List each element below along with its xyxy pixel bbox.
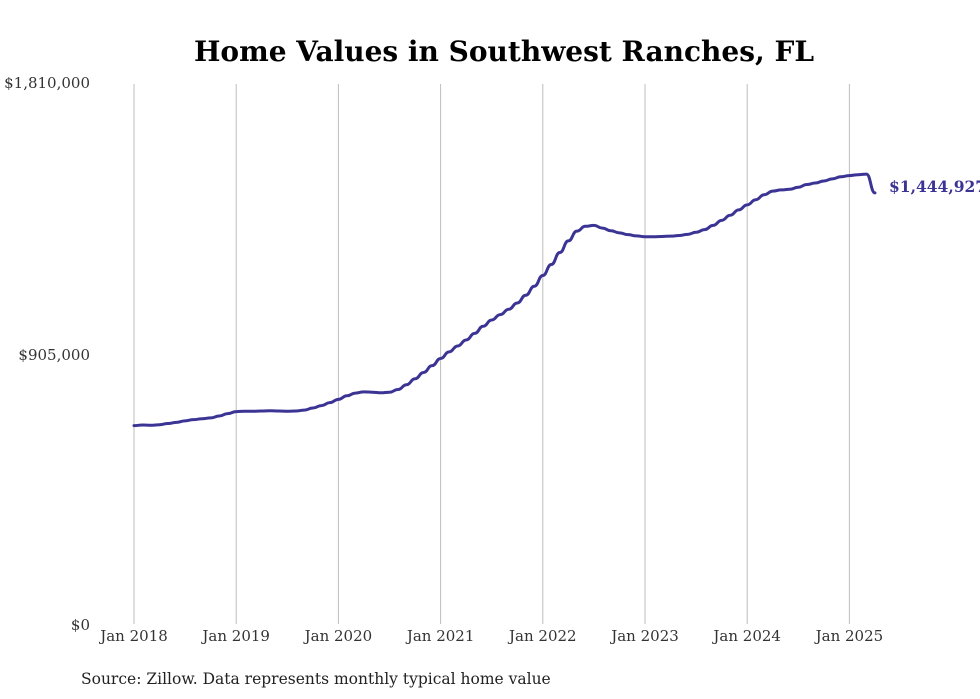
y-tick-label: $0 — [71, 616, 90, 634]
grid-lines — [133, 84, 850, 624]
chart-title: Home Values in Southwest Ranches, FL — [194, 35, 814, 68]
home-value-line — [132, 172, 877, 428]
y-tick-label: $905,000 — [18, 346, 90, 364]
x-axis-ticks: Jan 2018 Jan 2019 Jan 2020 Jan 2021 Jan 2022… — [98, 627, 883, 645]
source-note: Source: Zillow. Data represents monthly … — [81, 670, 551, 688]
end-value-label: $1,444,927 — [889, 177, 980, 196]
x-tick-label: Jan 2023 — [609, 627, 679, 645]
x-tick-label: Jan 2020 — [303, 627, 373, 645]
y-tick-label: $1,810,000 — [4, 74, 90, 92]
x-tick-label: Jan 2024 — [711, 627, 781, 645]
x-tick-label: Jan 2022 — [507, 627, 577, 645]
x-tick-label: Jan 2019 — [200, 627, 270, 645]
series-layer — [132, 172, 877, 428]
x-tick-label: Jan 2025 — [814, 627, 884, 645]
x-tick-label: Jan 2018 — [98, 627, 168, 645]
y-axis-ticks: $1,810,000 $905,000 $0 — [4, 74, 90, 634]
x-tick-label: Jan 2021 — [405, 627, 475, 645]
